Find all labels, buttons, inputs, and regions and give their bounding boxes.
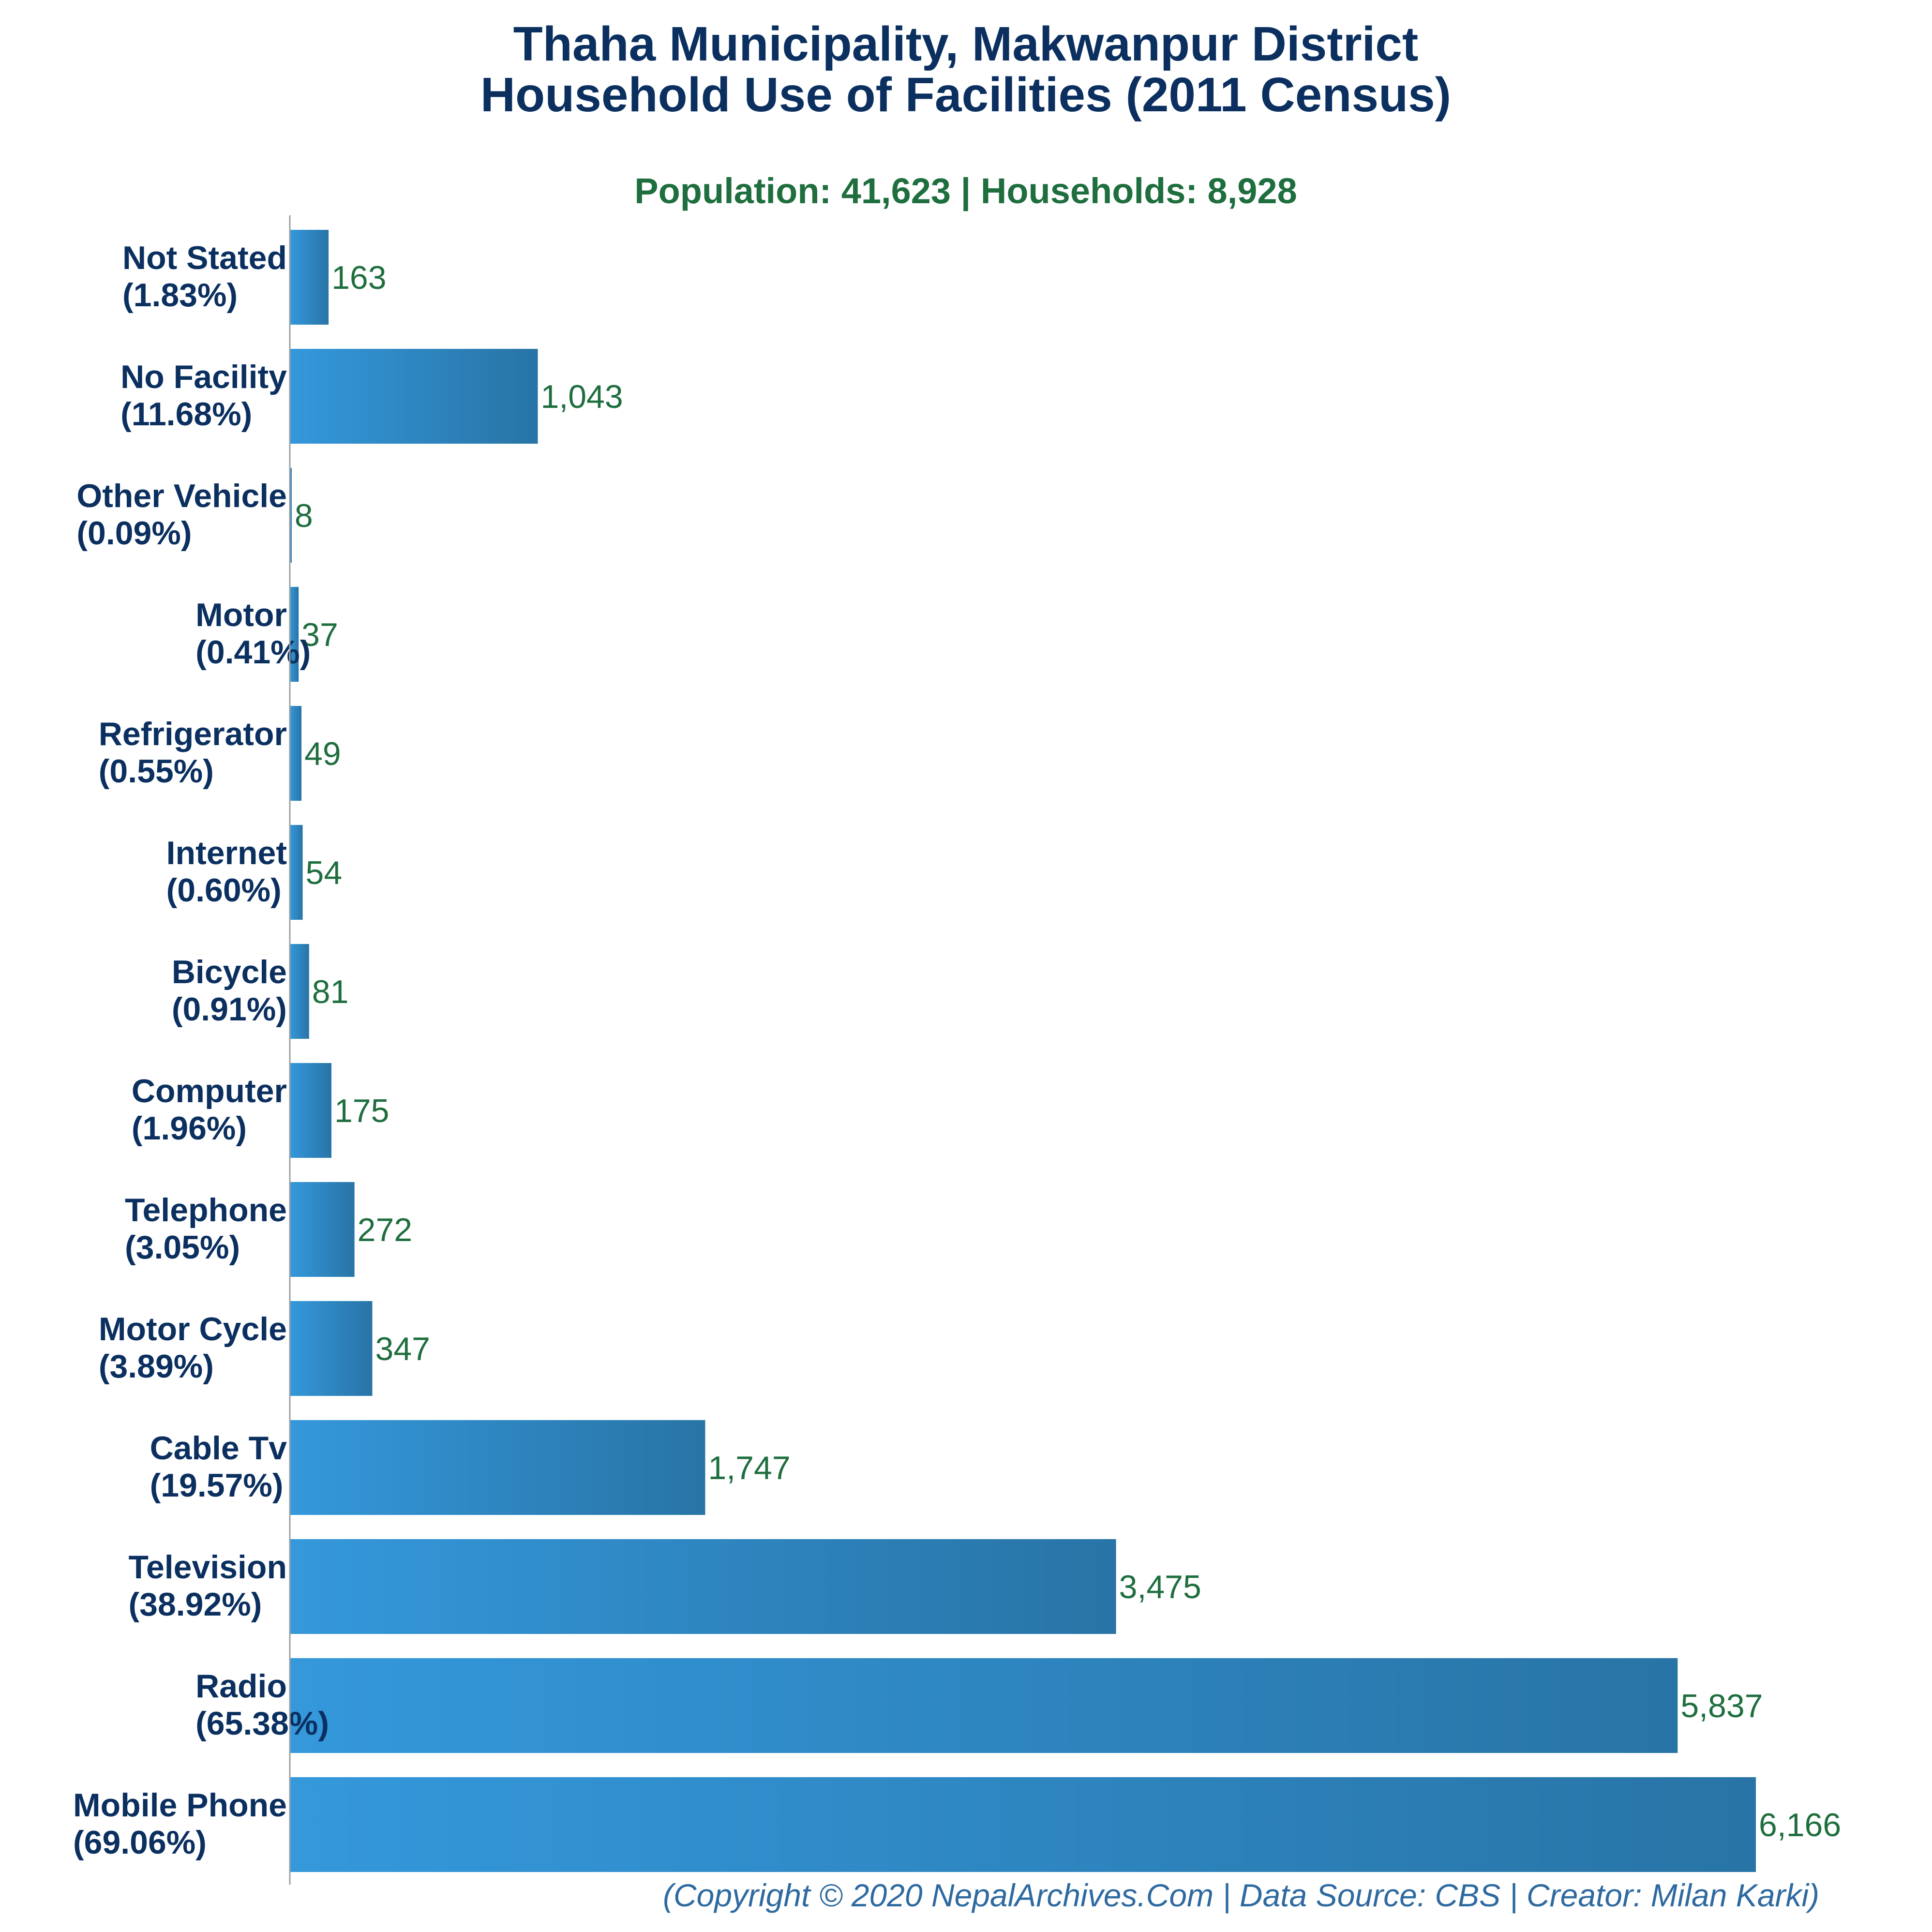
- bars-layer: 163 Not Stated(1.83%) 1,043 No Facility(11.…: [73, 230, 1841, 1872]
- value-label: 8: [295, 497, 313, 534]
- chart-title-line-2: Household Use of Facilities (2011 Census…: [480, 68, 1451, 122]
- value-label: 37: [301, 616, 338, 653]
- category-percent-label: (3.05%): [125, 1229, 240, 1266]
- category-label: Mobile Phone: [73, 1787, 287, 1824]
- value-label: 1,043: [541, 378, 623, 415]
- bar-mobile-phone: [290, 1777, 1756, 1872]
- value-label: 347: [375, 1331, 430, 1367]
- value-label: 1,747: [708, 1450, 790, 1486]
- value-label: 54: [306, 854, 343, 891]
- bar-other-vehicle: [290, 468, 292, 563]
- category-percent-label: (0.09%): [76, 515, 192, 552]
- category-label: Telephone: [125, 1192, 287, 1228]
- category-label: Motor: [195, 597, 287, 633]
- value-label: 163: [331, 259, 386, 296]
- bar-cable-tv: [290, 1420, 705, 1515]
- bar-television: [290, 1539, 1116, 1634]
- value-label: 6,166: [1759, 1807, 1841, 1843]
- category-percent-label: (0.91%): [172, 991, 287, 1028]
- category-label: No Facility: [120, 359, 287, 395]
- category-percent-label: (19.57%): [150, 1467, 284, 1504]
- value-label: 5,837: [1680, 1688, 1763, 1724]
- value-label: 272: [358, 1212, 412, 1248]
- category-label: Radio: [195, 1668, 287, 1705]
- chart-subtitle: Population: 41,623 | Households: 8,928: [634, 171, 1297, 211]
- category-label: Motor Cycle: [99, 1311, 287, 1348]
- category-label: Not Stated: [122, 240, 287, 276]
- category-label: Internet: [166, 835, 287, 871]
- category-label: Computer: [132, 1073, 287, 1109]
- category-percent-label: (11.68%): [120, 396, 252, 433]
- value-label: 3,475: [1119, 1569, 1201, 1605]
- bar-motor-cycle: [290, 1301, 373, 1396]
- value-label: 175: [334, 1093, 389, 1129]
- value-label: 81: [312, 973, 349, 1010]
- bar-motor: [290, 587, 299, 682]
- chart-title-line-1: Thaha Municipality, Makwanpur District: [513, 17, 1419, 71]
- category-percent-label: (38.92%): [128, 1586, 262, 1623]
- category-label: Other Vehicle: [76, 478, 287, 514]
- category-percent-label: (0.41%): [195, 634, 311, 671]
- category-label: Cable Tv: [150, 1430, 287, 1467]
- value-label: 49: [304, 735, 341, 772]
- bar-no-facility: [290, 349, 538, 444]
- category-label: Refrigerator: [99, 716, 287, 752]
- category-percent-label: (0.60%): [166, 872, 282, 909]
- category-percent-label: (1.96%): [132, 1110, 247, 1147]
- category-label: Bicycle: [172, 954, 287, 990]
- bar-bicycle: [290, 944, 309, 1039]
- chart-footer: (Copyright © 2020 NepalArchives.Com | Da…: [663, 1877, 1819, 1914]
- category-percent-label: (69.06%): [73, 1824, 207, 1861]
- category-percent-label: (65.38%): [195, 1705, 329, 1742]
- bar-not-stated: [290, 230, 329, 325]
- category-percent-label: (3.89%): [99, 1348, 214, 1385]
- bar-radio: [290, 1658, 1678, 1753]
- category-label: Television: [128, 1549, 287, 1586]
- category-percent-label: (1.83%): [122, 277, 238, 314]
- bar-refrigerator: [290, 706, 302, 801]
- bar-internet: [290, 825, 303, 920]
- category-percent-label: (0.55%): [99, 753, 214, 790]
- bar-telephone: [290, 1182, 355, 1277]
- bar-computer: [290, 1063, 331, 1158]
